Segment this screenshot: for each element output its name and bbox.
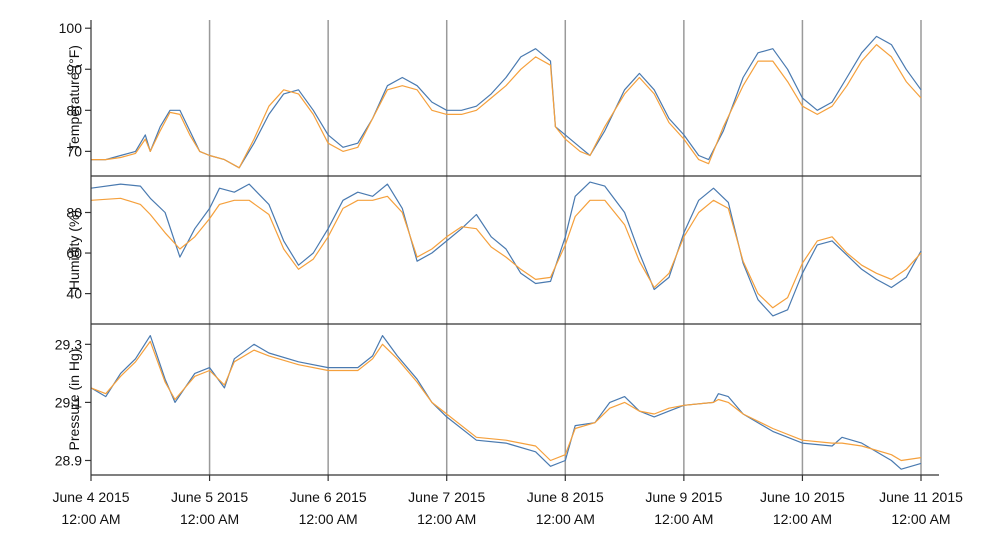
x-tick-label-date: June 7 2015 <box>408 489 485 505</box>
x-tick-label-time: 12:00 AM <box>654 511 713 527</box>
x-tick-label-time: 12:00 AM <box>773 511 832 527</box>
series-line-panel-3-2 <box>90 340 922 462</box>
series-line-panel-1-1 <box>91 35 922 169</box>
y-tick-label: 80 <box>66 204 82 220</box>
series-line-panel-2-2 <box>90 195 922 309</box>
x-tick-label-time: 12:00 AM <box>299 511 358 527</box>
series-line-panel-2-1 <box>90 181 922 317</box>
x-tick-label-time: 12:00 AM <box>891 511 950 527</box>
y-axis-title: Pressure (in Hg) <box>66 349 82 451</box>
y-tick-label: 40 <box>66 286 82 302</box>
x-tick-label-time: 12:00 AM <box>536 511 595 527</box>
panel-frames <box>90 20 921 475</box>
x-tick-label-date: June 8 2015 <box>527 489 604 505</box>
y-tick-label: 29.3 <box>55 336 82 352</box>
x-tick-label-date: June 4 2015 <box>52 489 129 505</box>
x-tick-label-date: June 9 2015 <box>645 489 722 505</box>
y-tick-label: 90 <box>66 61 82 77</box>
vertical-gridlines <box>208 20 922 475</box>
y-tick-label: 80 <box>66 102 82 118</box>
series-line-panel-1-2 <box>91 43 922 169</box>
y-axis-title: Humidity (%) <box>66 210 82 290</box>
x-tick-label-date: June 11 2015 <box>879 489 963 505</box>
x-tick-label-time: 12:00 AM <box>417 511 476 527</box>
y-tick-label: 60 <box>66 245 82 261</box>
y-tick-label: 100 <box>59 20 83 36</box>
x-axis: June 4 2015 12:00 AM June 5 2015 12:00 AM Ju… <box>52 474 963 527</box>
y-axis-title: Temperature (°F) <box>66 45 82 151</box>
x-tick-label-date: June 5 2015 <box>171 489 248 505</box>
y-tick-label: 70 <box>66 143 82 159</box>
plot-area <box>90 35 922 470</box>
x-tick-label-time: 12:00 AM <box>180 511 239 527</box>
y-tick-label: 28.9 <box>55 452 82 468</box>
x-tick-label-date: June 6 2015 <box>290 489 367 505</box>
y-tick-label: 29.1 <box>55 394 82 410</box>
x-tick-label-date: June 10 2015 <box>760 489 845 505</box>
x-tick-label-time: 12:00 AM <box>61 511 120 527</box>
series-line-panel-3-1 <box>90 335 922 470</box>
